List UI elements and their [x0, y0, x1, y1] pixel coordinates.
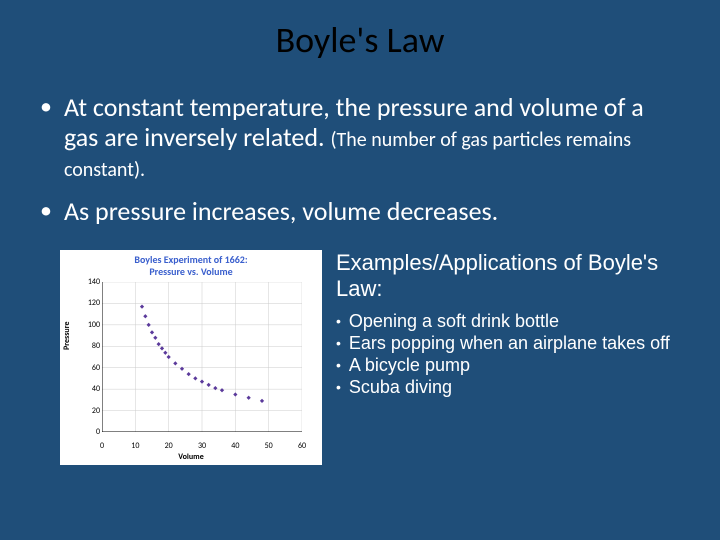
- bullet-dot-icon: •: [336, 310, 341, 332]
- bullet-2: • As pressure increases, volume decrease…: [40, 196, 680, 226]
- chart-xtick: 50: [265, 441, 273, 451]
- example-text: Ears popping when an airplane takes off: [349, 332, 670, 354]
- chart-xtick: 60: [298, 441, 306, 451]
- content-area: • At constant temperature, the pressure …: [0, 62, 720, 226]
- chart-xtick: 30: [198, 441, 206, 451]
- chart-xtick: 20: [165, 441, 173, 451]
- chart-ytick: 40: [82, 384, 100, 394]
- chart-ytick: 140: [82, 277, 100, 287]
- bullet-2-text: As pressure increases, volume decreases.: [64, 196, 498, 226]
- chart-title: Boyles Experiment of 1662: Pressure vs. …: [60, 250, 322, 278]
- bullet-1-text: At constant temperature, the pressure an…: [64, 92, 680, 182]
- example-item: • A bicycle pump: [336, 354, 690, 376]
- chart-title-line2: Pressure vs. Volume: [149, 265, 232, 278]
- bullet-dot-icon: •: [40, 92, 52, 122]
- chart-ylabel: Pressure: [62, 322, 72, 351]
- bullet-dot-icon: •: [40, 196, 52, 226]
- example-item: • Opening a soft drink bottle: [336, 310, 690, 332]
- example-text: Scuba diving: [349, 376, 452, 398]
- example-item: • Scuba diving: [336, 376, 690, 398]
- example-item: • Ears popping when an airplane takes off: [336, 332, 690, 354]
- examples-section: Examples/Applications of Boyle's Law: • O…: [332, 250, 690, 465]
- lower-row: Boyles Experiment of 1662: Pressure vs. …: [0, 240, 720, 465]
- chart-ytick: 80: [82, 341, 100, 351]
- chart-xtick: 10: [131, 441, 139, 451]
- example-text: A bicycle pump: [349, 354, 470, 376]
- bullet-1: • At constant temperature, the pressure …: [40, 92, 680, 182]
- bullet-dot-icon: •: [336, 376, 341, 398]
- example-text: Opening a soft drink bottle: [349, 310, 559, 332]
- chart-ytick: 120: [82, 298, 100, 308]
- slide-title: Boyle's Law: [0, 0, 720, 62]
- chart-ytick: 20: [82, 406, 100, 416]
- chart-ytick: 60: [82, 363, 100, 373]
- chart-ytick: 100: [82, 320, 100, 330]
- chart-xlabel: Volume: [60, 452, 322, 462]
- examples-list: • Opening a soft drink bottle • Ears poppin…: [336, 310, 690, 398]
- bullet-dot-icon: •: [336, 332, 341, 354]
- boyles-chart: Boyles Experiment of 1662: Pressure vs. …: [60, 250, 322, 465]
- chart-xtick: 40: [231, 441, 239, 451]
- chart-ytick: 0: [82, 427, 100, 437]
- chart-plot-svg: [102, 282, 302, 432]
- bullet-dot-icon: •: [336, 354, 341, 376]
- examples-heading: Examples/Applications of Boyle's Law:: [336, 250, 690, 302]
- chart-xtick: 0: [100, 441, 104, 451]
